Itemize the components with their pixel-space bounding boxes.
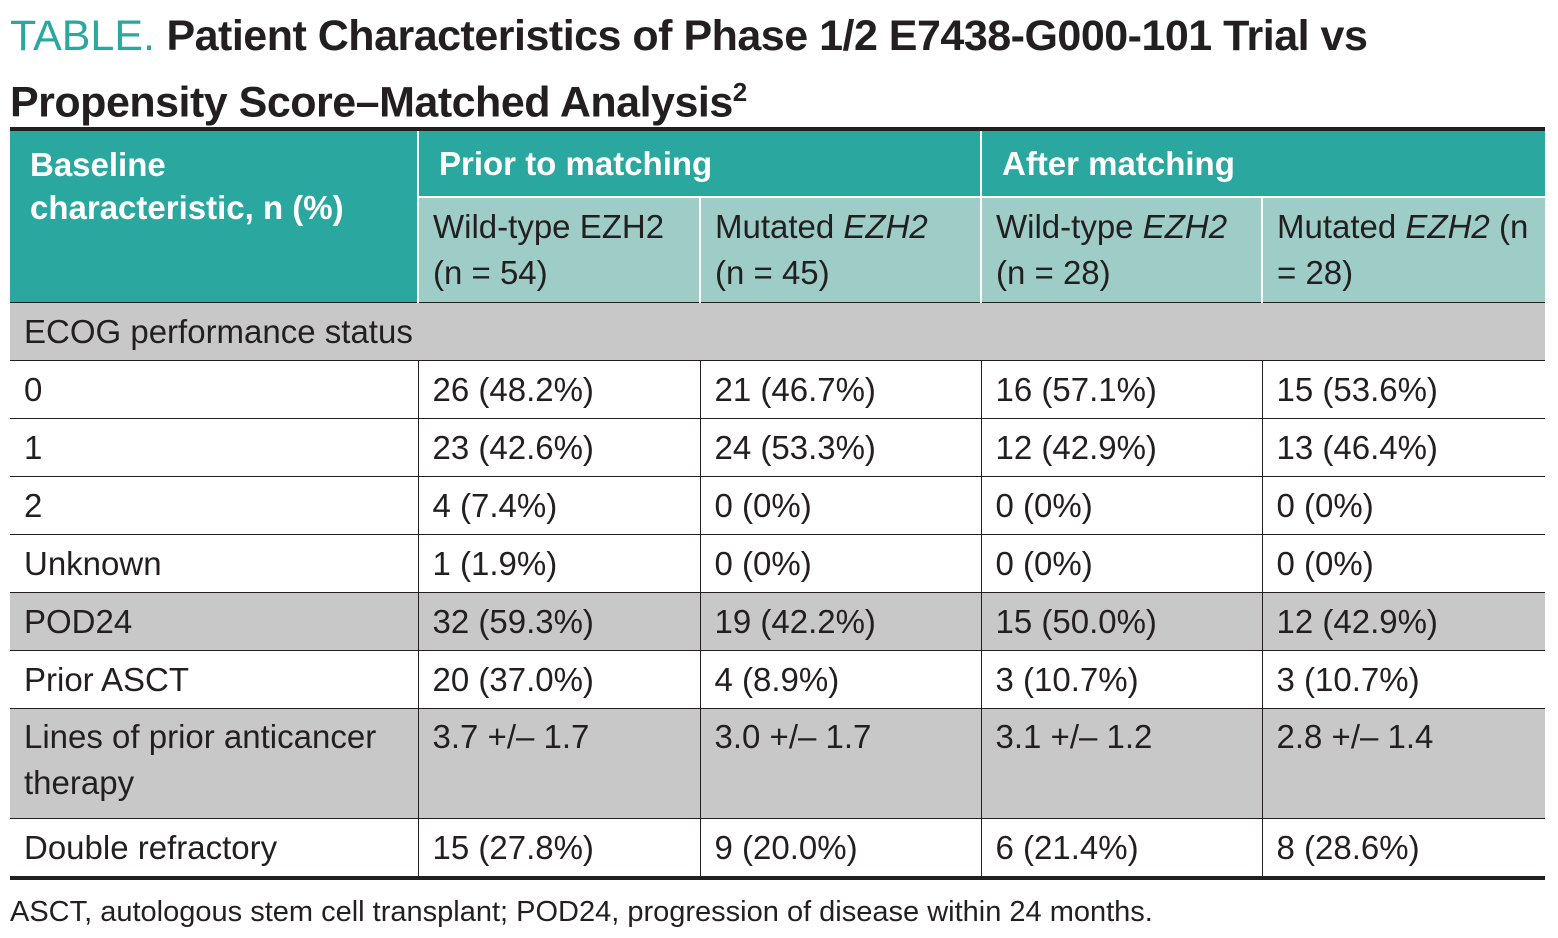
title-text: Patient Characteristics of Phase 1/2 E74… [10,12,1368,127]
subgroup-label: Mutated [715,208,844,245]
table-cell: 9 (20.0%) [699,818,981,878]
table-cell: 0 (0%) [1261,476,1546,535]
table-cell: 3.0 +/– 1.7 [699,708,981,819]
table-row: ECOG performance status [10,302,1546,361]
table-cell: 32 (59.3%) [417,592,700,651]
gene-name: EZH2 [1142,208,1228,245]
table-cell: 26 (48.2%) [417,360,700,419]
header-subgroup: Mutated EZH2 (n = 45) [699,197,981,303]
table-cell: 19 (42.2%) [699,592,981,651]
row-label: Prior ASCT [10,650,418,709]
table-cell: 8 (28.6%) [1261,818,1546,878]
table-row: Double refractory 15 (27.8%) 9 (20.0%) 6 (2… [10,818,1546,878]
row-label: POD24 [10,592,418,651]
subgroup-label: Mutated [1277,208,1406,245]
title-reference: 2 [732,77,747,107]
table-cell: 24 (53.3%) [699,418,981,477]
table-cell: 3.7 +/– 1.7 [417,708,700,819]
table-cell: 23 (42.6%) [417,418,700,477]
header-characteristic: Baseline characteristic, n (%) [10,129,418,303]
row-label: ECOG performance status [10,302,1546,361]
table-title: TABLE. Patient Characteristics of Phase … [10,8,1558,130]
subgroup-n: (n = 54) [433,254,548,291]
gene-name: EZH2 [1405,208,1490,245]
table-cell: 0 (0%) [699,476,981,535]
table-row: Prior ASCT 20 (37.0%) 4 (8.9%) 3 (10.7%) 3 (… [10,650,1546,709]
table-cell: 0 (0%) [980,534,1262,593]
row-label: 0 [10,360,418,419]
table-cell: 15 (27.8%) [417,818,700,878]
row-label: Double refractory [10,818,418,878]
table-cell: 13 (46.4%) [1261,418,1546,477]
table-cell: 3 (10.7%) [1261,650,1546,709]
header-group-after: After matching [979,129,1546,198]
table-cell: 12 (42.9%) [980,418,1262,477]
table-cell: 15 (50.0%) [980,592,1262,651]
table-cell: 15 (53.6%) [1261,360,1546,419]
header-subgroup: Wild-type EZH2 (n = 54) [417,197,700,303]
row-label: 1 [10,418,418,477]
row-label: 2 [10,476,418,535]
table-cell: 3 (10.7%) [980,650,1262,709]
table-cell: 0 (0%) [980,476,1262,535]
subgroup-label: Wild-type [996,208,1143,245]
table-cell: 1 (1.9%) [417,534,700,593]
table-row: Lines of prior antican­cer therapy 3.7 +/… [10,708,1546,819]
table-row: 0 26 (48.2%) 21 (46.7%) 16 (57.1%) 15 (53.6%… [10,360,1546,419]
table-cell: 0 (0%) [699,534,981,593]
table-cell: 20 (37.0%) [417,650,700,709]
table-row: POD24 32 (59.3%) 19 (42.2%) 15 (50.0%) 12 (4… [10,592,1546,651]
table-cell: 21 (46.7%) [699,360,981,419]
table-cell: 0 (0%) [1261,534,1546,593]
subgroup-n: (n = 45) [715,254,830,291]
header-subgroup: Wild-type EZH2 (n = 28) [980,197,1262,303]
table-label: TABLE. [10,12,155,60]
table-cell: 2.8 +/– 1.4 [1261,708,1546,819]
table-cell: 4 (7.4%) [417,476,700,535]
table-cell: 6 (21.4%) [980,818,1262,878]
subgroup-label: Wild-type EZH2 [433,208,665,245]
table-row: 1 23 (42.6%) 24 (53.3%) 12 (42.9%) 13 (46.4%… [10,418,1546,477]
footnote: ASCT, autologous stem cell transplant; P… [10,896,1153,928]
table-row: Unknown 1 (1.9%) 0 (0%) 0 (0%) 0 (0%) [10,534,1546,593]
gene-name: EZH2 [843,208,928,245]
row-label: Lines of prior antican­cer therapy [10,708,418,819]
patient-characteristics-table: Baseline characteristic, n (%) Prior to … [10,127,1546,880]
subgroup-n: (n = 28) [996,254,1111,291]
table-cell: 3.1 +/– 1.2 [980,708,1262,819]
row-label: Unknown [10,534,418,593]
table-cell: 4 (8.9%) [699,650,981,709]
header-group-prior: Prior to matching [417,129,981,198]
table-cell: 16 (57.1%) [980,360,1262,419]
subgroup-n: (n = 28) [1277,208,1529,291]
header-subgroup: Mutated EZH2 (n = 28) [1260,197,1546,303]
table-cell: 12 (42.9%) [1261,592,1546,651]
